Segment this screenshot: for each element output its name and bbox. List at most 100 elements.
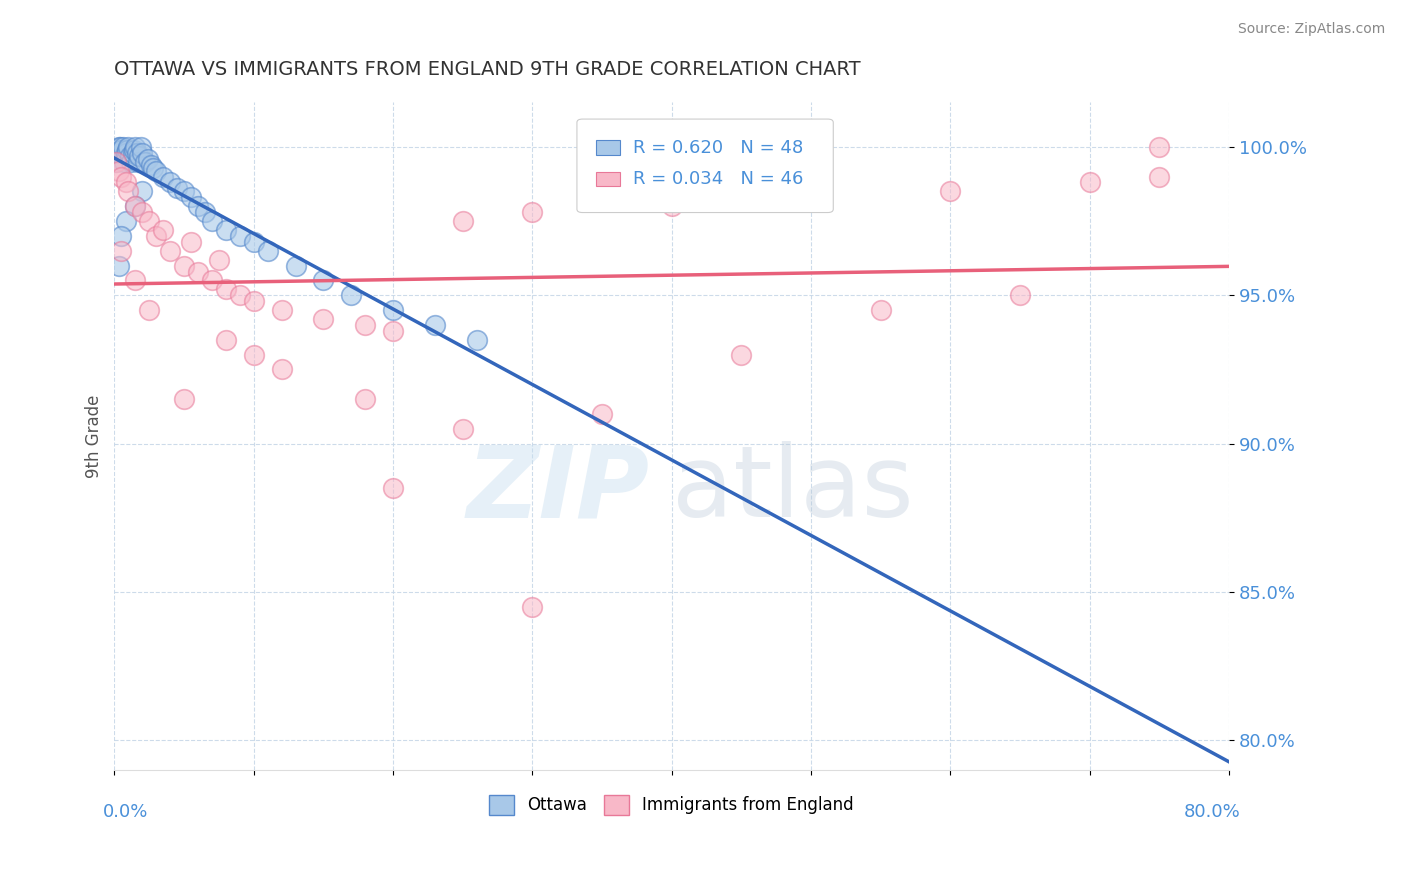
Point xyxy=(131,185,153,199)
FancyBboxPatch shape xyxy=(576,119,834,212)
Point xyxy=(522,599,544,614)
Point xyxy=(180,190,202,204)
Point xyxy=(124,140,146,154)
Text: Source: ZipAtlas.com: Source: ZipAtlas.com xyxy=(1237,22,1385,37)
Point xyxy=(173,259,195,273)
Point xyxy=(465,333,488,347)
Y-axis label: 9th Grade: 9th Grade xyxy=(86,394,103,478)
Point xyxy=(215,223,238,237)
FancyBboxPatch shape xyxy=(596,140,620,155)
Text: OTTAWA VS IMMIGRANTS FROM ENGLAND 9TH GRADE CORRELATION CHART: OTTAWA VS IMMIGRANTS FROM ENGLAND 9TH GR… xyxy=(114,60,860,78)
Point xyxy=(131,145,153,160)
Legend: Ottawa, Immigrants from England: Ottawa, Immigrants from England xyxy=(482,789,860,822)
Text: 80.0%: 80.0% xyxy=(1184,804,1240,822)
Point xyxy=(128,149,150,163)
Point xyxy=(114,176,136,190)
Text: R = 0.034   N = 46: R = 0.034 N = 46 xyxy=(633,170,803,188)
Point xyxy=(110,244,132,258)
Point xyxy=(215,333,238,347)
Point xyxy=(159,244,181,258)
Point xyxy=(127,154,149,169)
Point xyxy=(129,140,152,154)
Point xyxy=(340,288,363,302)
Point xyxy=(134,154,156,169)
Point xyxy=(661,199,683,213)
Point xyxy=(173,392,195,406)
Point xyxy=(122,143,145,157)
Point xyxy=(242,294,264,309)
Point xyxy=(201,273,224,287)
Point xyxy=(730,348,752,362)
Point xyxy=(591,407,613,421)
Point xyxy=(270,303,292,318)
Point xyxy=(354,318,377,332)
Point xyxy=(312,312,335,326)
Point xyxy=(107,163,129,178)
Point xyxy=(110,169,132,184)
Point xyxy=(1078,176,1101,190)
Point xyxy=(522,205,544,219)
Point xyxy=(451,214,474,228)
Point xyxy=(1149,169,1171,184)
Point xyxy=(159,176,181,190)
Point xyxy=(201,214,224,228)
Text: atlas: atlas xyxy=(672,442,914,538)
Point xyxy=(180,235,202,249)
Point xyxy=(187,199,209,213)
Point xyxy=(939,185,962,199)
Point xyxy=(131,205,153,219)
Point xyxy=(208,252,231,267)
Point xyxy=(1008,288,1031,302)
Point xyxy=(166,181,188,195)
Point xyxy=(112,154,135,169)
Point xyxy=(139,158,162,172)
Point xyxy=(138,303,160,318)
Point xyxy=(145,228,167,243)
Point xyxy=(187,264,209,278)
Point xyxy=(124,199,146,213)
Point xyxy=(173,185,195,199)
Point xyxy=(114,214,136,228)
Point xyxy=(242,235,264,249)
Point xyxy=(142,161,165,175)
Point xyxy=(124,199,146,213)
Point xyxy=(215,282,238,296)
Point xyxy=(110,228,132,243)
Point xyxy=(869,303,891,318)
Point xyxy=(138,214,160,228)
Point xyxy=(270,362,292,376)
Point xyxy=(125,145,148,160)
Point xyxy=(152,223,174,237)
Point xyxy=(312,273,335,287)
Point xyxy=(104,154,127,169)
Point xyxy=(111,140,134,154)
Point xyxy=(110,143,132,157)
Point xyxy=(194,205,217,219)
Point xyxy=(117,185,139,199)
Point xyxy=(121,145,143,160)
Point xyxy=(136,152,159,166)
Point xyxy=(117,140,139,154)
Point xyxy=(451,422,474,436)
Point xyxy=(256,244,278,258)
Point xyxy=(120,154,142,169)
Point xyxy=(229,228,252,243)
Point xyxy=(114,145,136,160)
Point xyxy=(354,392,377,406)
FancyBboxPatch shape xyxy=(596,172,620,186)
Point xyxy=(423,318,446,332)
Point xyxy=(382,303,405,318)
Point xyxy=(284,259,307,273)
Point xyxy=(107,259,129,273)
Point xyxy=(124,273,146,287)
Text: ZIP: ZIP xyxy=(467,442,650,538)
Point xyxy=(152,169,174,184)
Point xyxy=(107,140,129,154)
Point xyxy=(118,149,141,163)
Point xyxy=(382,324,405,338)
Text: 0.0%: 0.0% xyxy=(103,804,149,822)
Point xyxy=(115,143,138,157)
Point xyxy=(105,145,128,160)
Point xyxy=(229,288,252,302)
Point xyxy=(1149,140,1171,154)
